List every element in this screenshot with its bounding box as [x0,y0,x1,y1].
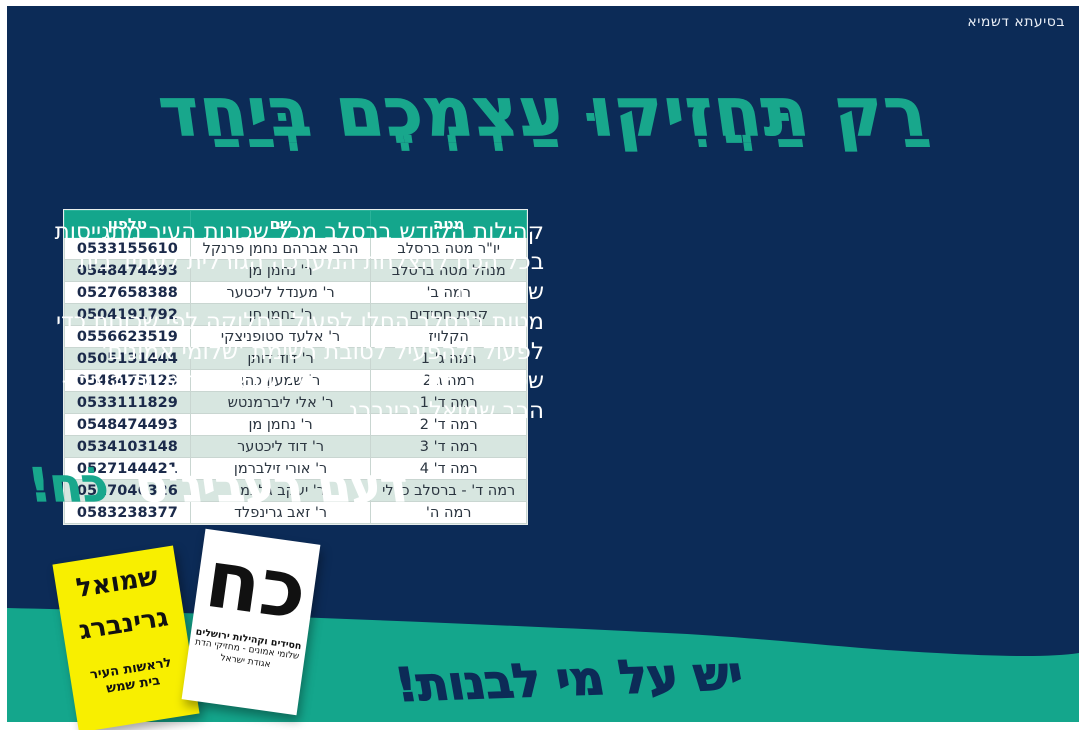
cell-phone: 0583238377 [64,501,191,524]
header-row: מטה שם טלפון [64,210,527,238]
main-headline: רַק תַּחֲזִיקוּ עַצְמְכֶם בְּיַחַד [153,73,932,152]
cell-area: רמה ד' 1 [370,391,527,414]
table-row: רמה ד' 1 ר' אלי ליברמנטש 0533111829 [64,391,527,414]
body-paragraph-2: מטות ברסלב החלו לפעול בחלוקה לפי שכונות … [56,308,544,425]
staff-table-body: יו"ר מטה ברסלב הרב אברהם נחמן פרנקל 053315… [64,237,527,524]
cell-area: רמה ה' [370,501,527,524]
header-phone: טלפון [64,210,191,238]
yellow-candidate-card: שמואל גרינברג לראשות העיר בית שמש [52,545,200,730]
cell-phone: 0505131444 [64,347,191,370]
cell-area: יו"ר מטה ברסלב [370,237,527,260]
flyer-background: בסיעתא דשמיא רַק תַּחֲזִיקוּ עַצְמְכֶם ב… [7,6,1079,730]
cell-phone: 0556623519 [64,325,191,348]
staff-table-head: מטה שם טלפון [64,210,527,238]
cell-phone: 0534103148 [64,435,191,458]
cell-name: ר' נחמן מן [189,259,372,282]
cell-name: ר' אלי ליברמנטש [189,391,372,414]
body-paragraph-1: קהילות הקודש ברסלב מכל שכונות העיר מתגיי… [54,219,544,305]
cell-name: ר' זאב גרינפלד [189,501,372,524]
cell-phone: 0527658388 [64,281,191,304]
candidate-last-name: גרינברג [76,602,171,647]
staff-table-container: מטה שם טלפון יו"ר מטה ברסלב הרב אברהם נחמ… [63,210,527,524]
cell-phone: 0548474493 [64,413,191,436]
slogan-lead: דעם רעבינ'ס [131,457,412,512]
cell-area: רמה ד' 3 [370,435,527,458]
table-row: יו"ר מטה ברסלב הרב אברהם נחמן פרנקל 053315… [64,237,527,260]
ballot-letters: כח [200,530,313,638]
cell-phone: 0548474493 [64,259,191,282]
slogan-highlight-koach: כֹח! [25,457,112,512]
cell-area: רמה ד' 4 [370,457,527,480]
table-row: רמה ג 2 ר' שמעון כהן 0548475123 [64,369,527,392]
table-row: רמה ד' 3 ר' דוד ליכטער 0534103148 [64,435,527,458]
cell-name: ר' שמעון כהן [189,369,372,392]
table-row: רמה ה' ר' זאב גרינפלד 0583238377 [64,501,527,524]
cell-name: הרב אברהם נחמן פרנקל [189,237,372,260]
cell-phone: 0527046326 [64,479,191,502]
table-row: רמה ד' - ברסלב כללי ר' יעקב גלבמן 05270463… [64,479,527,502]
cell-area: קרית חסידים [370,303,527,326]
cell-name: ר' נחמן חן [189,303,372,326]
cell-area: מנהל מטה ברסלב [370,259,527,282]
table-row: רמה ב' ר' מענדל ליכטער 0527658388 [64,281,527,304]
yiddish-slogan: דעם רעבינ'ס כֹח! [25,457,548,512]
header-name: שם [189,210,372,238]
cell-area: רמה ג' 1 [370,347,527,370]
cell-name: ר' נחמן מן [189,413,372,436]
cell-phone: 0533155610 [64,237,191,260]
cell-name: ר' דוד ליכטער [189,435,372,458]
staff-table: מטה שם טלפון יו"ר מטה ברסלב הרב אברהם נחמ… [64,210,527,524]
table-row: קרית חסידים ר' נחמן חן 0504191792 [64,303,527,326]
body-text-block: קהילות הקודש ברסלב מכל שכונות העיר מתגיי… [29,218,544,427]
cell-phone: 0548475123 [64,369,191,392]
candidate-first-name: שמואל [74,561,160,604]
white-ballot-card: כח חסידים וקהילות ירושלים שלומי אמונים -… [181,528,321,716]
table-row: רמה ג' 1 ר' דוד דותן 0505131444 [64,347,527,370]
table-row: רמה ד' 2 ר' נחמן מן 0548474493 [64,413,527,436]
cell-name: ר' מענדל ליכטער [189,281,372,304]
header-area: מטה [370,210,527,238]
table-row: מנהל מטה ברסלב ר' נחמן מן 0548474493 [64,259,527,282]
cell-phone: 0504191792 [64,303,191,326]
top-blessing-note: בסיעתא דשמיא [967,14,1065,30]
cell-area: רמה ד' 2 [370,413,527,436]
